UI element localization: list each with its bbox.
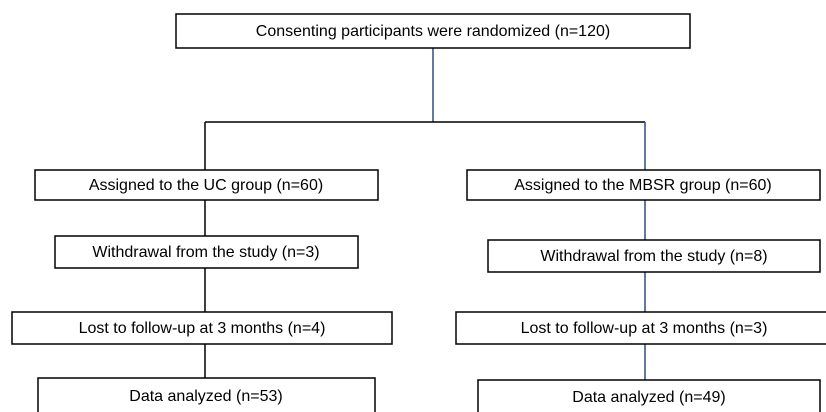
node-label: Data analyzed (n=49) (572, 389, 725, 406)
box (477, 379, 821, 412)
box (466, 169, 821, 201)
box (11, 311, 393, 345)
node-label: Lost to follow-up at 3 months (n=3) (521, 320, 768, 337)
box (455, 311, 826, 345)
node-label: Data analyzed (n=53) (129, 388, 282, 405)
box (175, 13, 691, 49)
node-label: Lost to follow-up at 3 months (n=4) (79, 320, 326, 337)
box (487, 239, 821, 273)
node-label: Assigned to the UC group (n=60) (89, 177, 323, 194)
node-label: Assigned to the MBSR group (n=60) (514, 177, 771, 194)
node-label: Withdrawal from the study (n=8) (540, 248, 767, 265)
box (54, 235, 359, 269)
box (34, 169, 379, 201)
node-label: Consenting participants were randomized … (256, 23, 610, 40)
node-label: Withdrawal from the study (n=3) (92, 244, 319, 261)
box (37, 377, 376, 412)
